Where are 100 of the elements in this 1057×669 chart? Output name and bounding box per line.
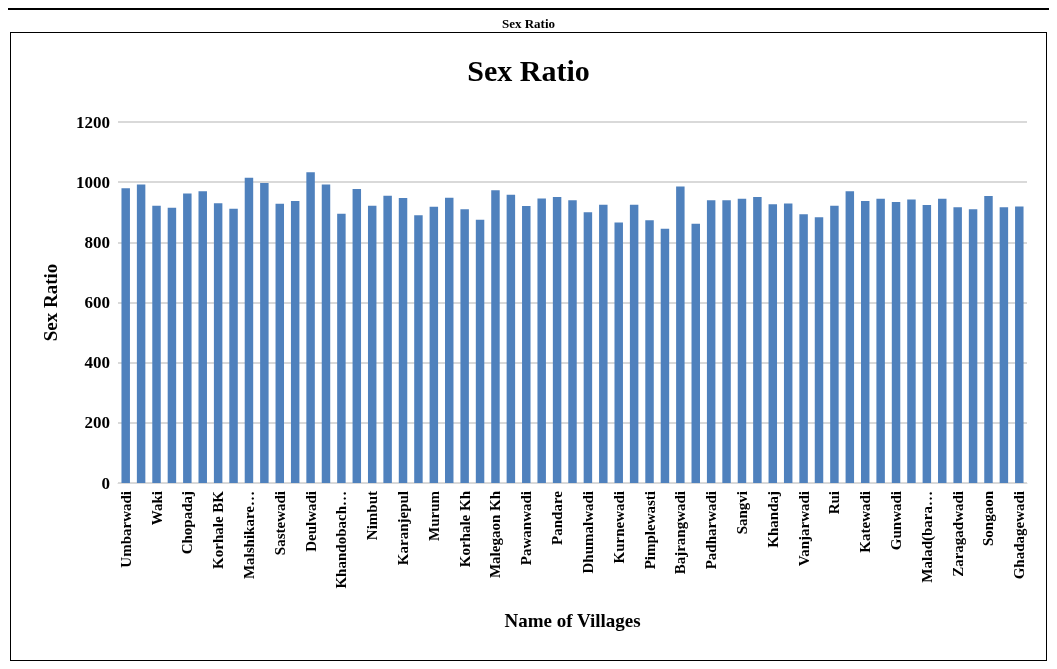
- bar: [506, 194, 516, 483]
- bar: [414, 215, 423, 483]
- x-tick-label: Pimplewasti: [641, 491, 658, 570]
- bar: [845, 191, 855, 483]
- bar: [953, 207, 962, 483]
- bar: [814, 217, 824, 483]
- bar: [907, 199, 916, 483]
- bar: [136, 184, 146, 483]
- bar: [799, 214, 808, 483]
- bar: [383, 195, 392, 483]
- x-tick-label: Songaon: [980, 490, 997, 547]
- bar: [876, 198, 885, 483]
- x-tick-label: Umbarwadi: [117, 491, 134, 568]
- bar: [290, 201, 300, 483]
- x-tick-label: Ghadagewadi: [1011, 491, 1028, 580]
- chart-subtitle: Sex Ratio: [501, 16, 556, 31]
- x-tick-label: Nimbut: [364, 491, 381, 541]
- bar: [629, 204, 639, 483]
- bar: [198, 191, 207, 483]
- bar: [552, 196, 562, 483]
- x-tick-label: Waki: [148, 491, 165, 526]
- x-tick-label: Khandaj: [764, 491, 781, 548]
- bar: [891, 202, 901, 483]
- bar: [306, 172, 315, 483]
- y-tick-label: 200: [84, 413, 110, 433]
- y-tick-label: 0: [101, 473, 110, 493]
- bar: [737, 198, 747, 483]
- y-tick-label: 600: [84, 293, 110, 312]
- x-tick-label: Korhale Kh: [456, 490, 473, 568]
- y-tick-label: 400: [84, 353, 110, 373]
- x-tick-label: Chopadaj: [179, 491, 196, 555]
- x-axis-title: Name of Villages: [504, 610, 641, 631]
- y-tick-label: 1200: [76, 112, 110, 132]
- bar: [429, 206, 439, 483]
- chart-title: Sex Ratio: [467, 53, 590, 87]
- bar: [722, 200, 731, 483]
- bar: [691, 223, 700, 483]
- x-tick-label: Pandare: [549, 490, 566, 545]
- bar: [337, 213, 346, 483]
- bar: [275, 203, 285, 483]
- x-tick-label: Malshikare…: [240, 491, 257, 580]
- bar: [352, 189, 362, 483]
- bar: [599, 204, 608, 483]
- bar: [445, 197, 454, 483]
- x-tick-label: Zaragadwadi: [949, 491, 966, 577]
- bar: [706, 200, 716, 483]
- x-tick-label: Gunwadi: [888, 491, 905, 551]
- bar: [768, 204, 778, 483]
- bar: [475, 219, 485, 483]
- bar: [183, 193, 192, 483]
- x-tick-label: Kurnewadi: [610, 491, 627, 564]
- bar: [229, 208, 238, 483]
- x-tick-label: Karanjepul: [395, 491, 412, 566]
- y-tick-label: 1000: [76, 172, 110, 192]
- bar: [753, 196, 762, 483]
- bar: [783, 203, 793, 483]
- x-tick-label: Sastewadi: [271, 491, 288, 556]
- bar: [460, 209, 469, 483]
- x-tick-label: Deulwadi: [302, 491, 319, 552]
- bar: [244, 177, 254, 483]
- bar: [367, 205, 377, 483]
- x-tick-label: Rui: [826, 491, 843, 515]
- x-tick-label: Murum: [425, 490, 442, 541]
- bar: [321, 184, 331, 483]
- x-tick-label: Korhale BK: [210, 490, 227, 569]
- bar: [522, 205, 531, 483]
- x-tick-label: Sangvi: [733, 491, 750, 535]
- bar: [984, 196, 993, 483]
- bar: [860, 201, 870, 483]
- bar: [645, 220, 654, 483]
- bar: [660, 228, 670, 483]
- x-tick-label: Pawanwadi: [518, 491, 535, 566]
- bar: [537, 198, 546, 483]
- bar: [676, 186, 685, 483]
- bar: [491, 190, 500, 483]
- bar: [152, 205, 161, 483]
- bar: [938, 198, 947, 483]
- y-axis-title: Sex Ratio: [40, 263, 61, 342]
- bar: [1015, 206, 1024, 483]
- x-tick-label: Bajrangwadi: [672, 491, 689, 575]
- bar: [213, 203, 223, 483]
- bar: [830, 205, 839, 483]
- x-tick-label: Malad(bara…: [918, 491, 936, 583]
- x-tick-label: Khandobach…: [333, 491, 350, 589]
- bar: [398, 198, 408, 483]
- x-tick-label: Katewadi: [857, 491, 874, 553]
- bar: [167, 207, 177, 483]
- bar: [999, 207, 1009, 483]
- x-tick-label: Vanjarwadi: [795, 491, 812, 567]
- bar: [568, 200, 577, 483]
- bar: [968, 209, 978, 483]
- x-tick-label: Dhumalwadi: [579, 491, 596, 574]
- bar: [583, 212, 593, 483]
- bar: [922, 205, 932, 483]
- bar: [614, 222, 623, 483]
- x-tick-label: Padharwadi: [703, 491, 720, 570]
- bar: [260, 183, 269, 483]
- bar: [121, 188, 130, 483]
- y-tick-label: 800: [84, 232, 110, 252]
- x-tick-label: Malegaon Kh: [487, 490, 504, 579]
